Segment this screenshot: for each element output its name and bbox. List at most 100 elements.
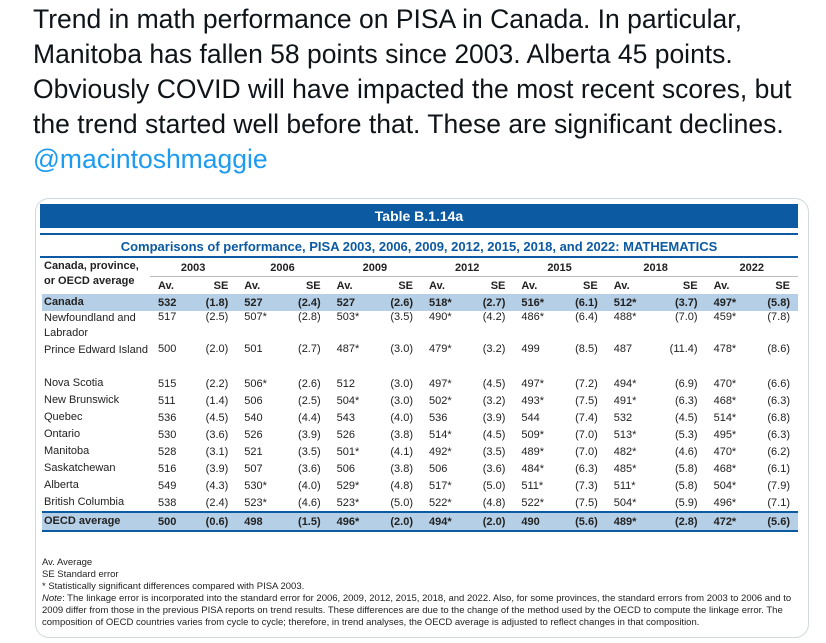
se-cell: (3.2) [482,394,506,407]
average-cell: 479* [429,343,452,355]
average-cell: 500 [158,343,177,355]
year-header: 2015 [513,259,606,277]
row-label: Manitoba [44,445,90,457]
table-notes: Av. Average SE Standard error * Statisti… [42,557,802,629]
average-cell: 482* [613,445,637,458]
av-header: Av. [613,279,630,292]
row-label: New Brunswick [44,394,120,406]
tweet-image-card[interactable]: Table B.1.14a Comparisons of performance… [35,198,809,638]
average-cell: 506 [429,462,448,475]
se-cell: (2.8) [651,511,706,532]
se-cell: (3.8) [390,428,414,441]
average-cell: 511* [613,479,636,492]
row-label: British Columbia [44,496,125,508]
se-cell: (3.6) [205,428,229,441]
se-cell: (4.6) [298,496,321,509]
average-cell: 528 [158,445,177,458]
se-cell: (1.8) [190,294,237,311]
average-cell: 495* [713,428,737,441]
row-header: Canada, province, or OECD average [44,260,139,287]
average-cell: 493* [521,394,545,407]
average-cell: 486* [521,311,545,323]
se-cell: (3.5) [482,445,506,458]
se-cell: (7.0) [674,311,698,323]
se-header: SE [682,279,698,292]
se-cell: (3.7) [651,294,706,311]
year-header: 2003 [150,259,237,277]
average-cell: 504* [336,394,360,407]
se-cell: (6.3) [767,394,790,407]
average-cell: 538 [158,496,177,509]
se-cell: (3.5) [390,311,414,323]
se-header: SE [305,279,321,292]
se-cell: (3.2) [482,343,506,355]
row-label: Nova Scotia [44,377,104,389]
average-cell: 470* [713,377,737,390]
average-cell: 488* [613,311,637,323]
se-cell: (0.6) [190,511,237,532]
average-cell: 544 [521,411,540,424]
tweet-body: Trend in math performance on PISA in Can… [33,4,792,139]
note-se: SE Standard error [42,569,119,580]
average-cell: 490* [429,311,452,323]
se-cell: (3.9) [205,462,229,475]
se-cell: (4.3) [205,479,229,492]
average-cell: 518* [421,294,468,311]
se-cell: (6.1) [767,462,790,475]
average-cell: 522* [429,496,452,509]
se-cell: (2.8) [298,311,321,323]
se-cell: (5.0) [390,496,414,509]
se-cell: (7.2) [575,377,598,390]
av-header: Av. [158,279,174,292]
se-cell: (5.6) [559,511,606,532]
average-cell: 526 [244,428,263,441]
average-cell: 529* [336,479,360,492]
average-cell: 501 [244,343,263,355]
se-cell: (4.5) [205,411,229,424]
se-cell: (5.9) [674,496,698,509]
average-cell: 509* [521,428,545,441]
se-header: SE [583,279,598,292]
average-cell: 490 [513,511,560,532]
average-cell: 498 [236,511,283,532]
se-cell: (4.8) [482,496,506,509]
se-cell: (4.0) [298,479,321,492]
se-cell: (5.8) [674,462,698,475]
se-cell: (7.0) [575,445,598,458]
year-header: 2012 [421,259,514,277]
mention-link[interactable]: @macintoshmaggie [33,144,268,174]
se-cell: (1.4) [205,394,229,407]
se-cell: (4.1) [390,445,414,458]
note-label: Note [42,593,63,604]
se-cell: (6.3) [767,428,790,441]
average-cell: 517* [429,479,452,492]
average-cell: 514* [713,411,737,424]
table-row: Saskatchewan 516 (3.9) 507 (3.6) 506 (3.8) 506 (… [42,460,798,477]
average-cell: 530* [244,479,267,492]
year-header: 2006 [236,259,329,277]
average-cell: 536 [158,411,177,424]
se-cell: (5.0) [482,479,506,492]
se-cell: (2.5) [205,311,229,323]
se-cell: (7.5) [575,394,598,407]
header-row-years: Canada, province, or OECD average 2003 200… [42,259,798,287]
row-label: Quebec [44,411,83,423]
average-cell: 523* [244,496,267,509]
se-cell: (8.6) [767,343,790,355]
se-cell: (1.5) [282,511,329,532]
average-cell: 489* [521,445,545,458]
se-cell: (4.5) [482,377,506,390]
average-cell: 487* [336,343,360,355]
year-header: 2009 [328,259,422,277]
table-row: Nova Scotia 515 (2.2) 506* (2.6) 512 (3.0) 497*… [42,375,798,392]
av-header: Av. [336,279,353,292]
tweet-text: Trend in math performance on PISA in Can… [33,2,813,177]
table-row: OECD average 500 (0.6) 498 (1.5) 496* (2.0) 494… [42,511,798,532]
average-cell: 527 [236,294,283,311]
average-cell: 506 [244,394,263,407]
se-header: SE [775,279,790,292]
se-cell: (7.1) [767,496,790,509]
se-cell: (2.7) [467,294,514,311]
av-header: Av. [521,279,538,292]
average-cell: 484* [521,462,545,475]
